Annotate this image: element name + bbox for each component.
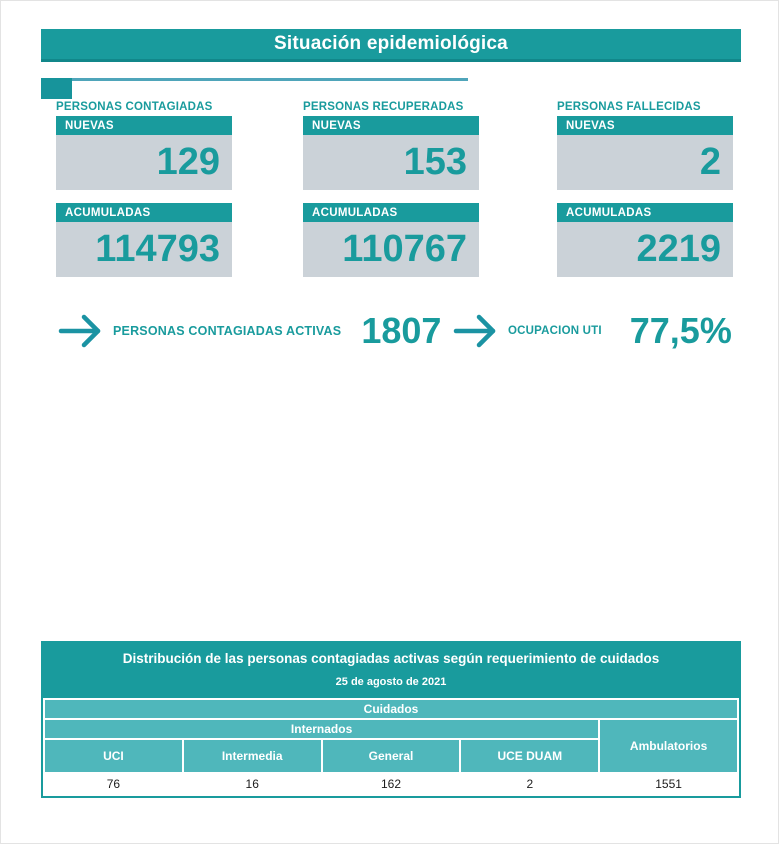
subgroup-header-internados: Internados (42, 718, 601, 740)
table-row: 76 16 162 2 1551 (43, 772, 739, 796)
accent-line (41, 78, 468, 81)
page-title: Situación epidemiológica (274, 33, 508, 54)
highlight-uti-occupancy: OCUPACION UTI 77,5% (453, 304, 732, 358)
highlight-value: 77,5% (629, 310, 732, 351)
column-header-ambulatorios: Ambulatorios (598, 718, 739, 774)
highlight-value: 1807 (361, 310, 442, 351)
card-header: NUEVAS (303, 116, 479, 135)
value-uce-duam: 2 (459, 772, 601, 796)
stat-column-label: PERSONAS FALLECIDAS (557, 101, 701, 113)
nuevas-card: NUEVAS 129 (56, 116, 232, 190)
table-row: Internados Ambulatorios (42, 718, 739, 774)
stat-column-label: PERSONAS CONTAGIADAS (56, 101, 213, 113)
highlight-label: PERSONAS CONTAGIADAS ACTIVAS (113, 324, 342, 338)
table-row: Cuidados (43, 698, 739, 720)
table-title: Distribución de las personas contagiadas… (122, 651, 660, 666)
highlight-active-cases: PERSONAS CONTAGIADAS ACTIVAS 1807 (58, 304, 441, 358)
stat-column-recuperadas: PERSONAS RECUPERADAS NUEVAS 153 ACUMULAD… (303, 101, 479, 277)
table-date: 25 de agosto de 2021 (335, 676, 447, 688)
right-arrow-icon (58, 314, 101, 348)
page-title-banner: Situación epidemiológica (41, 29, 741, 62)
value-intermedia: 16 (181, 772, 323, 796)
care-distribution-table: Distribución de las personas contagiadas… (41, 641, 741, 798)
care-table-grid: Cuidados Internados Ambulatorios UCI Int… (42, 698, 739, 796)
stat-column-contagiadas: PERSONAS CONTAGIADAS NUEVAS 129 ACUMULAD… (56, 101, 232, 277)
value-general: 162 (320, 772, 462, 796)
card-header: ACUMULADAS (303, 203, 479, 222)
table-title-band: Distribución de las personas contagiadas… (43, 643, 739, 698)
column-header-uce-duam: UCE DUAM (459, 738, 601, 774)
column-header-uci: UCI (43, 738, 184, 774)
value-uci: 76 (43, 772, 184, 796)
highlight-label: OCUPACION UTI (508, 325, 602, 337)
card-header: NUEVAS (557, 116, 733, 135)
card-header: ACUMULADAS (557, 203, 733, 222)
card-value: 2 (557, 135, 733, 190)
table-row: UCI Intermedia General UCE DUAM (43, 738, 738, 774)
card-header: ACUMULADAS (56, 203, 232, 222)
acumuladas-card: ACUMULADAS 110767 (303, 203, 479, 277)
nuevas-card: NUEVAS 2 (557, 116, 733, 190)
value-ambulatorios: 1551 (598, 772, 739, 796)
card-value: 129 (56, 135, 232, 190)
right-arrow-icon (453, 314, 496, 348)
card-value: 2219 (557, 222, 733, 277)
card-value: 110767 (303, 222, 479, 277)
card-value: 114793 (56, 222, 232, 277)
group-header-cuidados: Cuidados (43, 698, 739, 720)
accent-square (41, 78, 72, 99)
column-header-general: General (320, 738, 462, 774)
acumuladas-card: ACUMULADAS 2219 (557, 203, 733, 277)
card-value: 153 (303, 135, 479, 190)
stat-column-label: PERSONAS RECUPERADAS (303, 101, 464, 113)
acumuladas-card: ACUMULADAS 114793 (56, 203, 232, 277)
stat-column-fallecidas: PERSONAS FALLECIDAS NUEVAS 2 ACUMULADAS … (557, 101, 733, 277)
nuevas-card: NUEVAS 153 (303, 116, 479, 190)
column-header-intermedia: Intermedia (181, 738, 323, 774)
card-header: NUEVAS (56, 116, 232, 135)
